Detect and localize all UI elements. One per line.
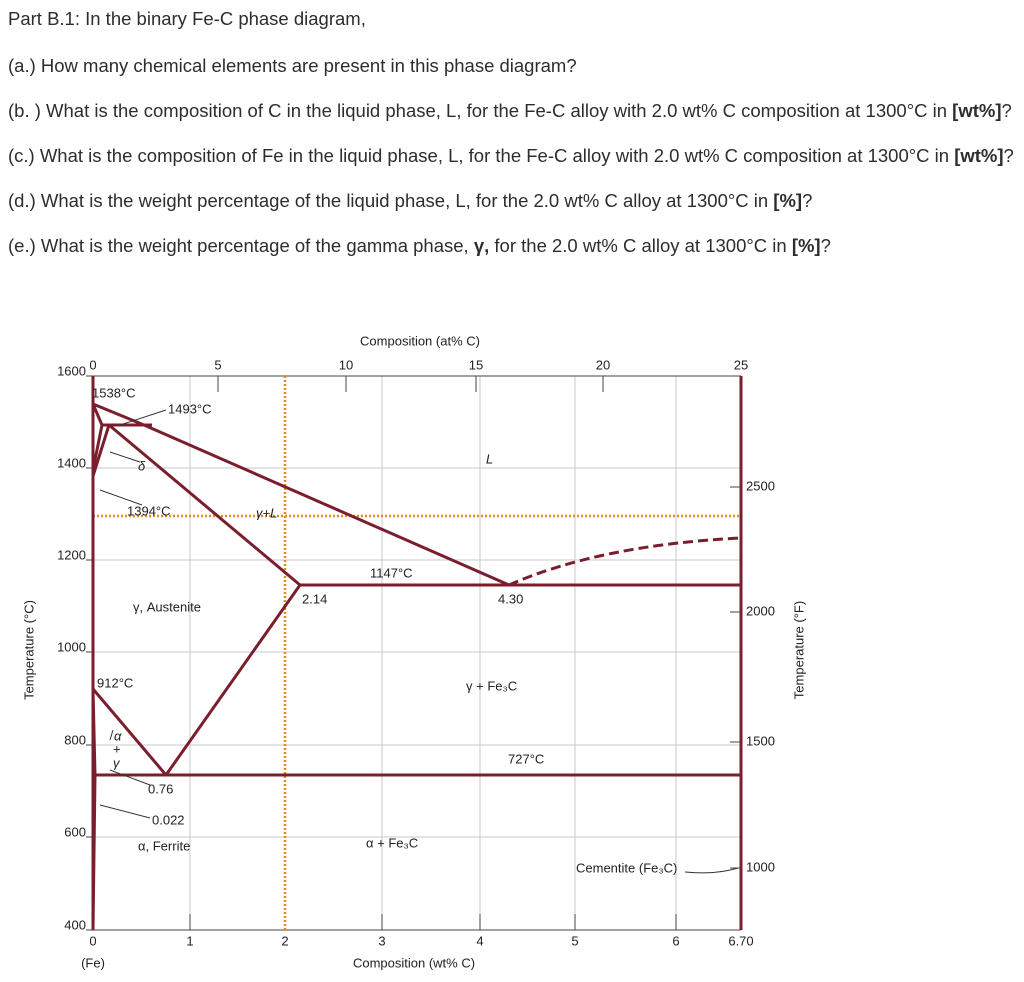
question-text: (d.) What is the weight percentage of th…	[8, 190, 774, 211]
label: 727°C	[508, 751, 544, 766]
left-axis-title: Temperature (°C)	[21, 600, 36, 700]
question-text: for the 2.0 wt% C alloy at 1300°C in	[489, 235, 792, 256]
label: α, Ferrite	[138, 838, 190, 853]
label: +	[113, 741, 121, 756]
question-text: ?	[1001, 100, 1012, 121]
question-text: (b. ) What is the composition of C in th…	[8, 100, 953, 121]
left-tick-label: 400	[64, 917, 86, 932]
question: (a.) How many chemical elements are pres…	[8, 51, 1018, 80]
right-tick-label: 2000	[746, 603, 775, 618]
left-tick-label: 1200	[57, 547, 86, 562]
question-text: (c.) What is the composition of Fe in th…	[8, 145, 955, 166]
label: 1493°C	[168, 401, 212, 416]
question: (e.) What is the weight percentage of th…	[8, 231, 1018, 260]
question-text: ?	[820, 235, 831, 256]
guide-lines	[93, 376, 741, 930]
label: 0.022	[152, 812, 185, 827]
question-text: (e.) What is the weight percentage of th…	[8, 235, 474, 256]
top-tick-label: 10	[339, 357, 353, 372]
question-text: (a.) How many chemical elements are pres…	[8, 55, 577, 76]
top-tick-label: 5	[214, 357, 221, 372]
label: 4.30	[498, 591, 523, 606]
left-tick-label: 600	[64, 824, 86, 839]
label: α + Fe₃C	[366, 835, 418, 850]
leaders	[99, 409, 739, 874]
label: γ+L	[256, 505, 277, 520]
right-tick-label: 2500	[746, 478, 775, 493]
left-tick-label: 1000	[57, 639, 86, 654]
label: γ	[113, 755, 121, 770]
question-emphasis: [wt%]	[952, 100, 1002, 121]
top-tick-label: 15	[469, 357, 483, 372]
right-tick-label: 1500	[746, 733, 775, 748]
question-emphasis: [%]	[791, 235, 821, 256]
question-emphasis: γ,	[473, 235, 490, 256]
phase-boundaries	[91, 376, 743, 931]
label: Cementite (Fe₃C)	[576, 860, 677, 875]
label: γ, Austenite	[133, 599, 201, 614]
bottom-tick-label: 5	[571, 933, 578, 948]
label: 2.14	[302, 591, 327, 606]
bottom-axis-title: Composition (wt% C)	[353, 955, 475, 970]
label: L	[486, 451, 493, 466]
top-tick-label: 20	[596, 357, 610, 372]
bottom-tick-label: 0	[89, 933, 96, 948]
bottom-tick-label: 4	[476, 933, 483, 948]
top-tick-label: 25	[734, 357, 748, 372]
top-axis-title: Composition (at% C)	[360, 333, 480, 348]
bottom-tick-label: 6	[672, 933, 679, 948]
left-tick-label: 1400	[57, 455, 86, 470]
left-tick-label: 1600	[57, 363, 86, 378]
label: 1147°C	[370, 565, 413, 580]
top-tick-label: 0	[89, 357, 96, 372]
grid	[93, 376, 741, 930]
label: δ	[138, 458, 146, 473]
label: γ + Fe₃C	[466, 678, 517, 693]
questions: Part B.1: In the binary Fe-C phase diagr…	[8, 4, 1018, 276]
bottom-tick-label: 6.70	[728, 933, 753, 948]
question: (c.) What is the composition of Fe in th…	[8, 141, 1018, 170]
question-emphasis: [wt%]	[954, 145, 1004, 166]
left-tick-label: 800	[64, 732, 86, 747]
bottom-note: (Fe)	[81, 955, 105, 970]
question-emphasis: [%]	[773, 190, 803, 211]
question: (b. ) What is the composition of C in th…	[8, 96, 1018, 125]
bottom-tick-label: 1	[186, 933, 193, 948]
question: (d.) What is the weight percentage of th…	[8, 186, 1018, 215]
bottom-tick-label: 2	[281, 933, 288, 948]
label: 1394°C	[127, 503, 171, 518]
label: 912°C	[97, 675, 133, 690]
label: 1538°C	[92, 385, 136, 400]
question-title: Part B.1: In the binary Fe-C phase diagr…	[8, 8, 366, 29]
right-tick-label: 1000	[746, 859, 775, 874]
label: α	[114, 728, 122, 743]
right-axis-title: Temperature (°F)	[791, 601, 806, 699]
bottom-tick-label: 3	[378, 933, 385, 948]
question-text: ?	[802, 190, 813, 211]
question-text: ?	[1003, 145, 1014, 166]
label: 0.76	[148, 781, 173, 796]
